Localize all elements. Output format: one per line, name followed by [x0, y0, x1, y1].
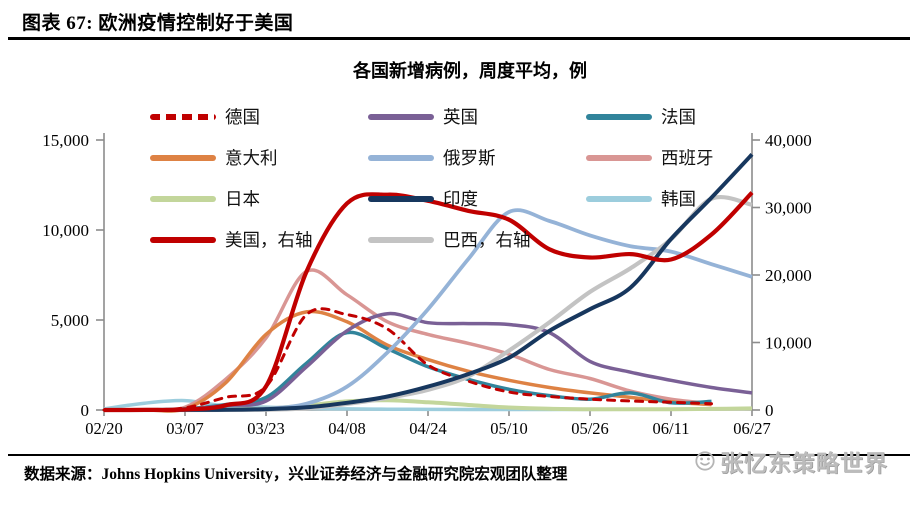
x-tick-label: 03/07	[166, 419, 204, 438]
watermark: 张忆东策略世界	[694, 444, 888, 478]
series-line-印度	[104, 153, 754, 412]
x-tick-label: 05/26	[571, 419, 609, 438]
x-tick-label: 05/10	[490, 419, 528, 438]
series-line-德国	[102, 307, 713, 412]
watermark-text: 张忆东策略世界	[720, 451, 888, 476]
chart-title: 各国新增病例，周度平均，例	[353, 61, 587, 81]
x-tick-label: 04/24	[409, 419, 447, 438]
series-line-西班牙	[103, 268, 712, 413]
smiley-face-icon	[695, 451, 715, 471]
y-right-tick-label: 40,000	[765, 131, 812, 150]
x-tick-label: 04/08	[328, 419, 366, 438]
x-tick-label: 06/27	[733, 419, 771, 438]
y-left-tick-label: 5,000	[51, 311, 89, 330]
footer-divider	[8, 454, 910, 456]
series-line-俄罗斯	[104, 208, 753, 412]
x-tick-label: 06/11	[653, 419, 690, 438]
x-tick-label: 02/20	[85, 419, 123, 438]
y-right-tick-label: 20,000	[765, 266, 812, 285]
x-tick-label: 03/23	[247, 419, 285, 438]
y-left-tick-label: 10,000	[42, 221, 89, 240]
y-left-tick-label: 0	[81, 401, 90, 420]
y-left-tick-label: 15,000	[42, 131, 89, 150]
y-right-tick-label: 30,000	[765, 199, 812, 218]
data-source: 数据来源：Johns Hopkins University，兴业证券经济与金融研…	[24, 466, 568, 483]
header-divider	[8, 37, 910, 40]
y-right-tick-label: 10,000	[765, 334, 812, 353]
y-right-tick-label: 0	[765, 401, 774, 420]
figure-header-title: 图表 67: 欧洲疫情控制好于美国	[22, 13, 294, 34]
